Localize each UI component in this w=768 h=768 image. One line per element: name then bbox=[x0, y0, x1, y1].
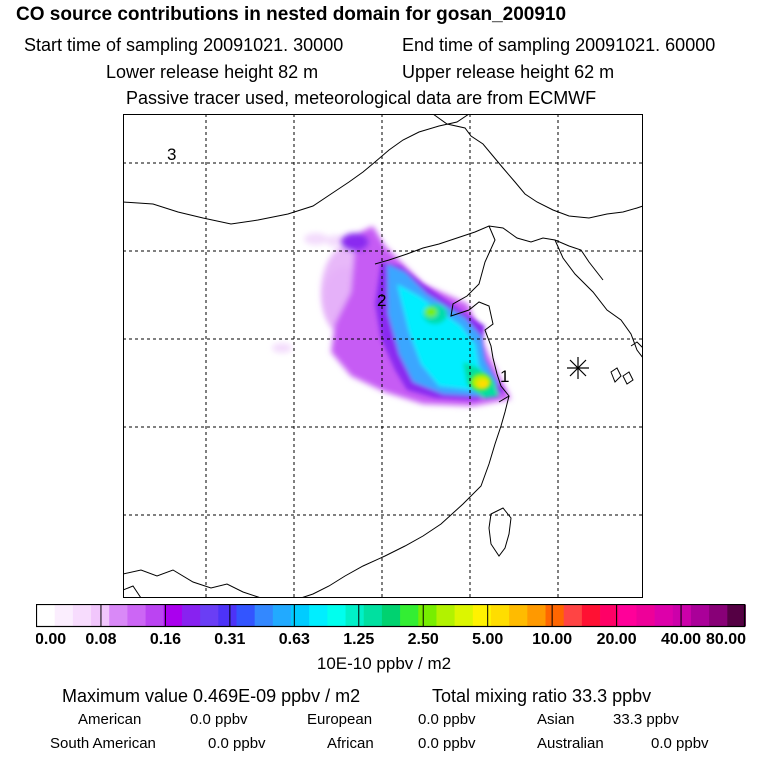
map-plot: 1 2 3 bbox=[123, 114, 643, 598]
colorbar-tick-label: 0.63 bbox=[279, 631, 310, 648]
map-label-1: 1 bbox=[500, 367, 509, 386]
colorbar-swatch bbox=[127, 604, 146, 627]
colorbar-frame bbox=[36, 604, 746, 628]
colorbar-swatch bbox=[690, 604, 710, 627]
colorbar-swatch bbox=[618, 604, 637, 627]
coastlines bbox=[123, 114, 643, 598]
colorbar-swatch bbox=[709, 604, 728, 627]
colorbar-dividers bbox=[100, 604, 682, 627]
colorbar-swatch bbox=[581, 604, 601, 627]
region-name: Australian bbox=[537, 735, 604, 752]
colorbar-tick-label: 40.00 bbox=[661, 631, 701, 648]
max-value: Maximum value 0.469E-09 ppbv / m2 bbox=[62, 686, 361, 706]
region-name: Asian bbox=[537, 711, 575, 728]
colorbar-swatch bbox=[309, 604, 328, 627]
colorbar-tick-label: 0.16 bbox=[150, 631, 181, 648]
colorbar-tick-label: 0.08 bbox=[85, 631, 116, 648]
region-value: 0.0 ppbv bbox=[190, 711, 248, 728]
colorbar-swatch bbox=[345, 604, 365, 627]
colorbar-tick-label: 10.00 bbox=[532, 631, 572, 648]
colorbar-swatches bbox=[36, 604, 746, 627]
map-label-3: 3 bbox=[167, 145, 176, 164]
upper-release-height: Upper release height 62 m bbox=[402, 62, 615, 82]
colorbar-unit: 10E-10 ppbv / m2 bbox=[316, 654, 452, 673]
start-time: Start time of sampling 20091021. 30000 bbox=[24, 35, 344, 55]
colorbar-swatch bbox=[200, 604, 219, 627]
map-frame bbox=[123, 114, 643, 598]
colorbar-swatch bbox=[109, 604, 128, 627]
region-value: 0.0 ppbv bbox=[418, 711, 476, 728]
colorbar-tick-label: 2.50 bbox=[408, 631, 439, 648]
colorbar-swatch bbox=[454, 604, 474, 627]
total-mixing-ratio: Total mixing ratio 33.3 ppbv bbox=[432, 686, 652, 706]
lower-release-height: Lower release height 82 m bbox=[106, 62, 319, 82]
colorbar-swatch bbox=[509, 604, 528, 627]
colorbar-tick-label: 0.00 bbox=[36, 631, 66, 648]
region-value: 33.3 ppbv bbox=[613, 711, 679, 728]
colorbar-tick-label: 80.00 bbox=[706, 631, 746, 648]
colorbar-swatch bbox=[218, 604, 237, 627]
colorbar-swatch bbox=[236, 604, 256, 627]
colorbar-swatch bbox=[672, 604, 692, 627]
region-name: African bbox=[327, 735, 374, 752]
colorbar-swatch bbox=[91, 604, 110, 627]
region-name: American bbox=[78, 711, 142, 728]
colorbar-swatch bbox=[72, 604, 92, 627]
chart-title: CO source contributions in nested domain… bbox=[16, 4, 567, 25]
colorbar-swatch bbox=[181, 604, 201, 627]
colorbar-swatch bbox=[272, 604, 292, 627]
grid-lines bbox=[123, 114, 643, 598]
colorbar-swatch bbox=[727, 604, 746, 627]
colorbar-swatch bbox=[545, 604, 565, 627]
colorbar-tick-label: 5.00 bbox=[472, 631, 503, 648]
colorbar-swatch bbox=[563, 604, 583, 627]
colorbar-swatch bbox=[600, 604, 619, 627]
colorbar-swatch bbox=[436, 604, 456, 627]
colorbar-swatch bbox=[54, 604, 74, 627]
colorbar-swatch bbox=[636, 604, 656, 627]
colorbar-swatch bbox=[490, 604, 510, 627]
colorbar-swatch bbox=[36, 604, 56, 627]
colorbar-swatch bbox=[363, 604, 383, 627]
colorbar-swatch bbox=[472, 604, 492, 627]
colorbar-tick-label: 20.00 bbox=[597, 631, 637, 648]
colorbar-swatch bbox=[527, 604, 546, 627]
colorbar-tick-labels: 0.00 0.08 0.16 0.31 0.63 1.25 2.50 5.00 10.00 20.… bbox=[36, 631, 746, 648]
region-name: South American bbox=[50, 735, 156, 752]
colorbar-swatch bbox=[145, 604, 165, 627]
colorbar: 0.00 0.08 0.16 0.31 0.63 1.25 2.50 5.00 10.00 20.… bbox=[36, 604, 746, 648]
region-value: 0.0 ppbv bbox=[418, 735, 476, 752]
receptor-marker bbox=[567, 357, 589, 379]
colorbar-swatch bbox=[400, 604, 419, 627]
colorbar-swatch bbox=[291, 604, 310, 627]
colorbar-swatch bbox=[654, 604, 674, 627]
concentration-field bbox=[272, 226, 511, 406]
colorbar-swatch bbox=[327, 604, 346, 627]
region-value: 0.0 ppbv bbox=[651, 735, 709, 752]
colorbar-swatch bbox=[163, 604, 183, 627]
colorbar-tick-label: 1.25 bbox=[343, 631, 374, 648]
colorbar-swatch bbox=[418, 604, 437, 627]
tracer-note: Passive tracer used, meteorological data… bbox=[126, 88, 597, 108]
colorbar-tick-label: 0.31 bbox=[214, 631, 245, 648]
colorbar-swatch bbox=[381, 604, 401, 627]
region-name: European bbox=[307, 711, 373, 728]
colorbar-swatch bbox=[254, 604, 274, 627]
region-value: 0.0 ppbv bbox=[208, 735, 266, 752]
map-label-2: 2 bbox=[377, 291, 386, 310]
end-time: End time of sampling 20091021. 60000 bbox=[402, 35, 716, 55]
